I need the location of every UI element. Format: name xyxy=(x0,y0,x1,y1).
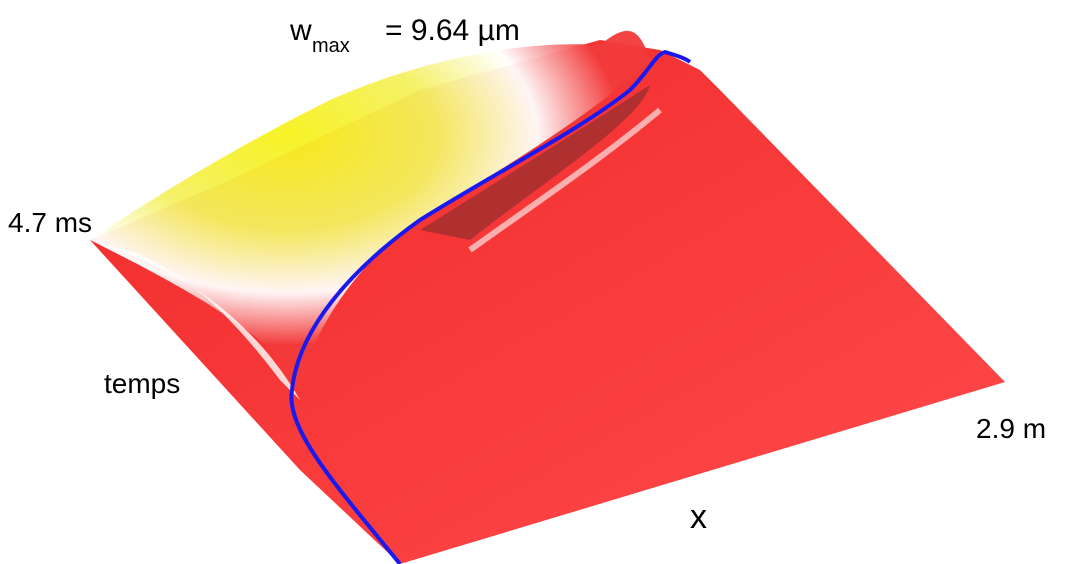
front-curve xyxy=(289,49,692,564)
time-end-label: 4.7 ms xyxy=(8,207,92,238)
x-axis-label: x xyxy=(690,498,707,536)
surface-ridge-highlight xyxy=(468,107,662,253)
title-subscript: max xyxy=(312,35,350,57)
surface-ridge-shadow xyxy=(420,85,650,240)
title-rest: = 9.64 µm xyxy=(385,14,520,47)
title-base: w xyxy=(289,14,312,47)
x-end-label: 2.9 m xyxy=(976,413,1046,444)
time-axis-label: temps xyxy=(104,368,180,399)
surface-hump xyxy=(90,30,650,380)
